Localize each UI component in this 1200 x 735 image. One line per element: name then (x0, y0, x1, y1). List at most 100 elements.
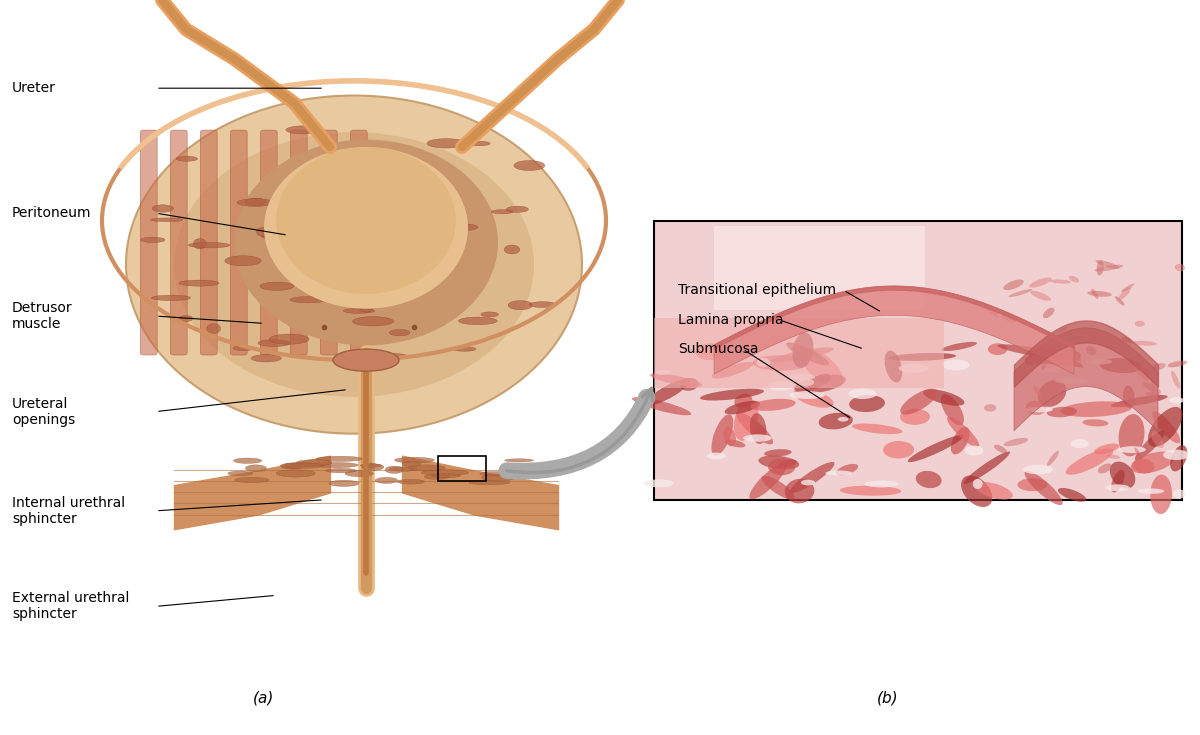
Ellipse shape (1152, 363, 1165, 370)
Ellipse shape (785, 478, 815, 503)
Ellipse shape (808, 374, 830, 389)
Ellipse shape (283, 462, 318, 467)
Ellipse shape (724, 427, 736, 446)
Ellipse shape (1099, 358, 1142, 373)
Ellipse shape (491, 209, 514, 214)
Ellipse shape (402, 461, 421, 467)
Text: Submucosa: Submucosa (678, 342, 758, 356)
Ellipse shape (180, 315, 193, 321)
Ellipse shape (1122, 337, 1132, 343)
Ellipse shape (1135, 430, 1165, 461)
Ellipse shape (1148, 407, 1183, 447)
Ellipse shape (1003, 438, 1028, 446)
Ellipse shape (1163, 450, 1189, 460)
Ellipse shape (1151, 431, 1164, 448)
Ellipse shape (984, 404, 996, 412)
Ellipse shape (923, 390, 965, 406)
Ellipse shape (1082, 419, 1109, 426)
Ellipse shape (269, 334, 310, 344)
Ellipse shape (126, 96, 582, 434)
Ellipse shape (800, 348, 844, 387)
Ellipse shape (350, 187, 373, 197)
Ellipse shape (768, 459, 796, 476)
Ellipse shape (1034, 348, 1084, 368)
Text: Ureter: Ureter (12, 81, 56, 96)
Ellipse shape (850, 395, 884, 412)
Ellipse shape (1121, 284, 1134, 292)
Ellipse shape (1118, 414, 1145, 456)
Ellipse shape (481, 474, 514, 481)
Ellipse shape (907, 435, 964, 462)
Ellipse shape (644, 479, 673, 487)
Ellipse shape (235, 477, 269, 483)
Ellipse shape (246, 465, 266, 472)
Ellipse shape (1097, 260, 1104, 276)
Ellipse shape (262, 234, 287, 240)
Ellipse shape (1033, 386, 1042, 397)
Ellipse shape (151, 295, 191, 301)
Ellipse shape (1070, 440, 1088, 448)
Ellipse shape (632, 397, 691, 415)
Ellipse shape (1151, 381, 1154, 398)
Text: (b): (b) (877, 691, 899, 706)
Ellipse shape (983, 302, 998, 318)
Ellipse shape (725, 440, 745, 448)
Ellipse shape (994, 445, 1007, 453)
Ellipse shape (233, 346, 253, 351)
Ellipse shape (140, 237, 166, 243)
Ellipse shape (508, 301, 533, 310)
Ellipse shape (988, 343, 1008, 355)
Ellipse shape (469, 141, 491, 146)
Ellipse shape (314, 462, 359, 467)
Ellipse shape (1135, 448, 1141, 459)
Text: Detrusor
muscle: Detrusor muscle (12, 301, 73, 331)
Ellipse shape (965, 445, 984, 456)
Ellipse shape (770, 348, 834, 362)
Ellipse shape (506, 206, 528, 212)
Ellipse shape (408, 465, 445, 471)
Ellipse shape (152, 205, 174, 212)
Ellipse shape (786, 343, 829, 365)
Ellipse shape (1151, 475, 1172, 514)
Ellipse shape (150, 218, 182, 222)
Ellipse shape (1042, 365, 1046, 370)
Ellipse shape (1069, 276, 1079, 282)
Ellipse shape (941, 394, 964, 426)
FancyBboxPatch shape (350, 130, 367, 355)
Ellipse shape (818, 413, 853, 429)
Ellipse shape (443, 223, 478, 231)
Ellipse shape (794, 375, 846, 393)
Text: External urethral
sphincter: External urethral sphincter (12, 591, 130, 622)
Ellipse shape (432, 473, 461, 478)
Text: Ureteral
openings: Ureteral openings (12, 396, 76, 427)
Ellipse shape (1043, 308, 1055, 318)
Bar (654, 318, 944, 388)
Ellipse shape (353, 317, 394, 326)
Ellipse shape (848, 389, 877, 399)
Ellipse shape (284, 206, 316, 213)
Ellipse shape (1025, 348, 1081, 368)
Ellipse shape (973, 478, 983, 489)
Ellipse shape (1135, 320, 1145, 327)
Text: (a): (a) (253, 691, 275, 706)
Ellipse shape (1118, 287, 1130, 300)
Ellipse shape (900, 389, 937, 415)
Ellipse shape (480, 472, 508, 476)
Ellipse shape (245, 198, 266, 206)
Ellipse shape (1118, 446, 1146, 453)
Text: Internal urethral
sphincter: Internal urethral sphincter (12, 495, 125, 526)
Ellipse shape (751, 399, 796, 411)
Ellipse shape (712, 415, 733, 456)
Ellipse shape (260, 282, 294, 290)
Ellipse shape (415, 173, 433, 182)
Text: Transitional epithelium: Transitional epithelium (678, 283, 836, 298)
Ellipse shape (174, 132, 534, 397)
Ellipse shape (650, 373, 702, 387)
Bar (654, 220, 1182, 500)
Ellipse shape (529, 301, 556, 307)
Ellipse shape (1152, 412, 1181, 443)
Ellipse shape (764, 449, 792, 456)
Ellipse shape (779, 459, 797, 467)
Ellipse shape (1030, 364, 1060, 373)
Ellipse shape (840, 486, 901, 495)
